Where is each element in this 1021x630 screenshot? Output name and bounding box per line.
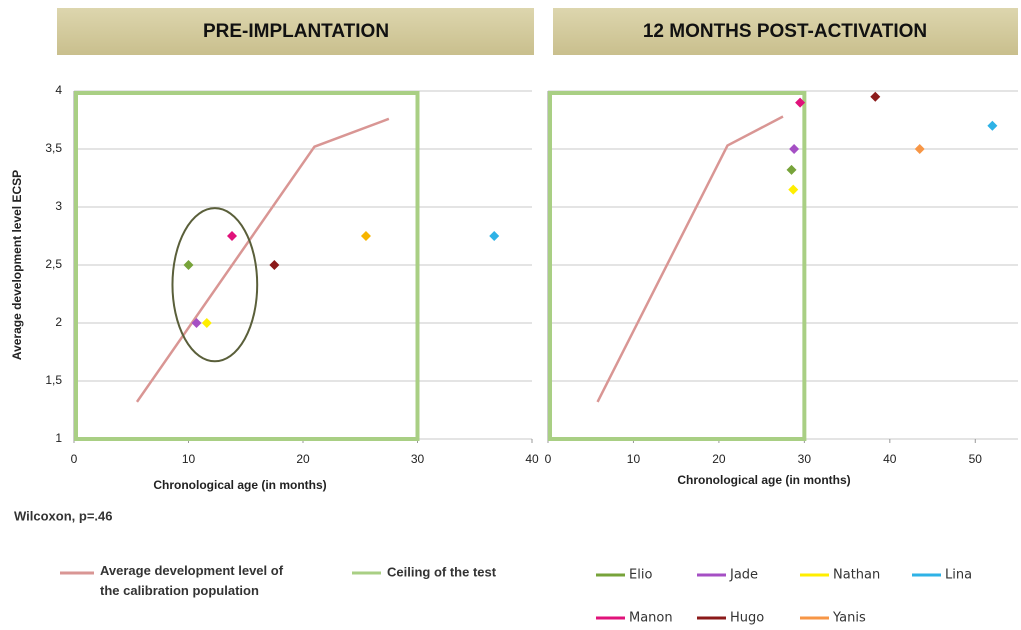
legend-label: Yanis [832, 611, 866, 626]
highlight-ellipse [171, 207, 259, 363]
x-tick-label: 30 [798, 452, 812, 466]
y-tick-label: 3,5 [45, 141, 62, 155]
data-point [795, 97, 806, 108]
legend-label: Manon [629, 611, 673, 626]
data-point [788, 184, 799, 195]
data-point [191, 318, 202, 328]
data-point [914, 144, 925, 154]
x-axis-label: Chronological age (in months) [677, 473, 850, 487]
y-tick-label: 4 [55, 83, 62, 97]
data-point [987, 120, 998, 131]
legend-label-line: the calibration population [100, 583, 259, 598]
calibration-line [135, 117, 390, 403]
note: Wilcoxon, p=.46 [14, 508, 113, 523]
data-point [201, 318, 212, 328]
legend-label: Jade [729, 568, 758, 583]
x-tick-label: 0 [545, 452, 552, 466]
data-point [360, 231, 371, 241]
x-tick-label: 20 [296, 452, 310, 466]
y-axis-label: Average development level ECSP [10, 170, 24, 360]
legend-label: Lina [945, 568, 972, 583]
legend-label: Nathan [833, 568, 880, 583]
y-tick-label: 3 [55, 199, 62, 213]
calibration-line [596, 115, 784, 403]
data-point [870, 91, 881, 102]
chart-title: PRE-IMPLANTATION [203, 21, 389, 42]
data-point [183, 260, 194, 270]
legend-label-line: Average development level of [100, 563, 284, 578]
x-tick-label: 30 [411, 452, 425, 466]
header-box [57, 8, 534, 55]
x-tick-label: 10 [627, 452, 641, 466]
x-tick-label: 50 [969, 452, 983, 466]
data-point [786, 164, 797, 175]
x-tick-label: 40 [525, 452, 539, 466]
x-tick-label: 0 [71, 452, 78, 466]
y-tick-label: 1,5 [45, 373, 62, 387]
y-tick-label: 2 [55, 315, 62, 329]
x-tick-label: 40 [883, 452, 897, 466]
ceiling-box [74, 91, 420, 441]
header-box [553, 8, 1018, 55]
data-point [789, 144, 800, 154]
y-tick-label: 2,5 [45, 257, 62, 271]
legend-label: Ceiling of the test [387, 564, 497, 579]
legend-label: Hugo [730, 611, 764, 626]
data-point [269, 260, 280, 270]
legend-label: Elio [629, 568, 652, 583]
x-tick-label: 10 [182, 452, 196, 466]
chart-title: 12 MONTHS POST-ACTIVATION [643, 21, 927, 42]
x-tick-label: 20 [712, 452, 726, 466]
data-point [489, 231, 500, 241]
ceiling-box [548, 91, 807, 441]
legend-label: Average development level of the calibrat… [100, 563, 284, 598]
y-tick-label: 1 [55, 431, 62, 445]
data-point [227, 231, 238, 241]
x-axis-label: Chronological age (in months) [153, 478, 326, 492]
